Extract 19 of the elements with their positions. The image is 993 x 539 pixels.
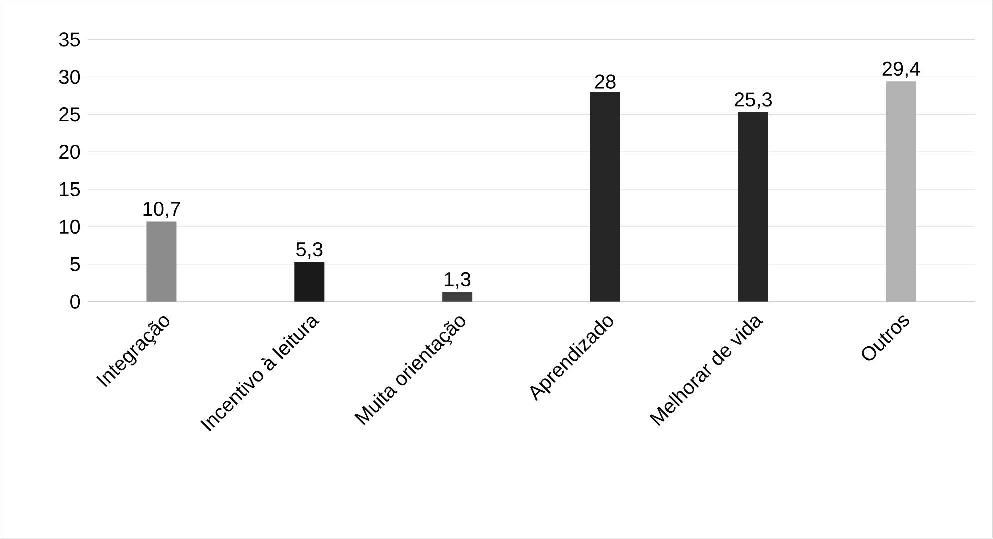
y-tick-label: 0 — [70, 294, 80, 310]
y-tick-label: 35 — [59, 32, 80, 47]
data-label: 25,3 — [734, 92, 772, 110]
bar — [738, 112, 768, 302]
data-label: 10,7 — [144, 202, 180, 219]
y-tick-label: 15 — [60, 182, 80, 197]
data-label: 29,4 — [882, 62, 920, 79]
y-tick-label: 20 — [60, 145, 80, 160]
data-label: 5,3 — [296, 242, 323, 260]
bar — [590, 92, 620, 302]
data-label: 28 — [595, 74, 616, 90]
y-tick-label: 25 — [60, 108, 80, 122]
y-tick-label: 30 — [59, 70, 80, 84]
bar — [294, 262, 325, 302]
y-tick-label: 10 — [60, 220, 80, 234]
bar — [146, 222, 177, 302]
bar — [442, 292, 473, 302]
data-label: 1,3 — [445, 272, 471, 290]
y-tick-label: 5 — [70, 258, 80, 272]
